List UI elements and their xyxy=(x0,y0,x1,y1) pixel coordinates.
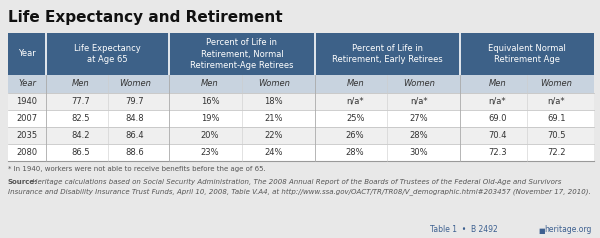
Text: 18%: 18% xyxy=(265,97,283,106)
Text: 28%: 28% xyxy=(410,131,428,140)
Text: 84.8: 84.8 xyxy=(125,114,144,123)
Text: 69.0: 69.0 xyxy=(488,114,506,123)
Text: Percent of Life in
Retirement, Normal
Retirement-Age Retirees: Percent of Life in Retirement, Normal Re… xyxy=(190,38,293,69)
Text: 2007: 2007 xyxy=(16,114,38,123)
Text: 21%: 21% xyxy=(265,114,283,123)
Text: 16%: 16% xyxy=(200,97,219,106)
Text: 84.2: 84.2 xyxy=(71,131,90,140)
Text: Heritage calculations based on Social Security Administration, The 2008 Annual R: Heritage calculations based on Social Se… xyxy=(30,179,562,185)
Text: Women: Women xyxy=(258,79,290,89)
Text: Men: Men xyxy=(72,79,89,89)
Text: heritage.org: heritage.org xyxy=(545,225,592,234)
Text: 22%: 22% xyxy=(265,131,283,140)
Text: 28%: 28% xyxy=(346,148,364,157)
Bar xyxy=(8,110,594,127)
Text: 70.4: 70.4 xyxy=(488,131,506,140)
Text: Year: Year xyxy=(18,50,36,59)
Text: 86.5: 86.5 xyxy=(71,148,90,157)
Text: 77.7: 77.7 xyxy=(71,97,90,106)
Text: Percent of Life in
Retirement, Early Retirees: Percent of Life in Retirement, Early Ret… xyxy=(332,44,443,64)
Text: Life Expectancy and Retirement: Life Expectancy and Retirement xyxy=(8,10,283,25)
Text: Equivalent Normal
Retirement Age: Equivalent Normal Retirement Age xyxy=(488,44,566,64)
Bar xyxy=(8,93,594,110)
Bar xyxy=(8,75,594,93)
Text: Insurance and Disability Insurance Trust Funds, April 10, 2008, Table V.A4, at h: Insurance and Disability Insurance Trust… xyxy=(8,188,591,195)
Text: n/a*: n/a* xyxy=(548,97,565,106)
Text: 69.1: 69.1 xyxy=(547,114,566,123)
Text: 82.5: 82.5 xyxy=(71,114,90,123)
Text: 26%: 26% xyxy=(346,131,364,140)
Text: n/a*: n/a* xyxy=(346,97,364,106)
Bar xyxy=(8,33,594,75)
Text: 1940: 1940 xyxy=(17,97,37,106)
Text: Life Expectancy
at Age 65: Life Expectancy at Age 65 xyxy=(74,44,141,64)
Text: Men: Men xyxy=(346,79,364,89)
Text: 25%: 25% xyxy=(346,114,364,123)
Text: ■: ■ xyxy=(539,228,545,234)
Text: Year: Year xyxy=(18,79,36,89)
Text: 2035: 2035 xyxy=(16,131,38,140)
Text: 30%: 30% xyxy=(410,148,428,157)
Text: Women: Women xyxy=(403,79,435,89)
Text: * In 1940, workers were not able to receive benefits before the age of 65.: * In 1940, workers were not able to rece… xyxy=(8,166,266,172)
Text: 24%: 24% xyxy=(265,148,283,157)
Text: 79.7: 79.7 xyxy=(125,97,144,106)
Bar xyxy=(8,127,594,144)
Text: n/a*: n/a* xyxy=(488,97,506,106)
Text: Table 1  •  B 2492: Table 1 • B 2492 xyxy=(430,225,498,234)
Text: 27%: 27% xyxy=(410,114,428,123)
Text: 72.2: 72.2 xyxy=(547,148,566,157)
Text: 23%: 23% xyxy=(200,148,219,157)
Text: 2080: 2080 xyxy=(16,148,38,157)
Text: 72.3: 72.3 xyxy=(488,148,506,157)
Text: 86.4: 86.4 xyxy=(125,131,144,140)
Text: Source:: Source: xyxy=(8,179,38,185)
Text: Women: Women xyxy=(119,79,151,89)
Text: Men: Men xyxy=(201,79,219,89)
Text: n/a*: n/a* xyxy=(410,97,428,106)
Bar xyxy=(8,144,594,161)
Text: 88.6: 88.6 xyxy=(125,148,144,157)
Text: 19%: 19% xyxy=(201,114,219,123)
Text: Men: Men xyxy=(488,79,506,89)
Text: 20%: 20% xyxy=(201,131,219,140)
Text: 70.5: 70.5 xyxy=(547,131,566,140)
Text: Women: Women xyxy=(541,79,572,89)
